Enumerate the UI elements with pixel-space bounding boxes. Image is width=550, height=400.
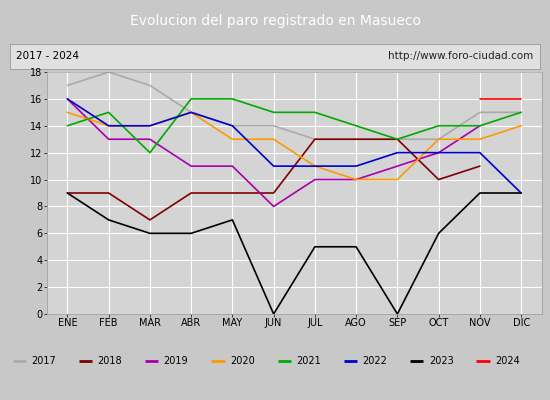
Text: Evolucion del paro registrado en Masueco: Evolucion del paro registrado en Masueco	[129, 14, 421, 28]
Text: 2019: 2019	[164, 356, 188, 366]
Text: 2020: 2020	[230, 356, 255, 366]
Text: 2022: 2022	[362, 356, 387, 366]
Text: http://www.foro-ciudad.com: http://www.foro-ciudad.com	[388, 52, 534, 62]
Text: 2023: 2023	[429, 356, 454, 366]
Text: 2021: 2021	[296, 356, 321, 366]
Text: 2018: 2018	[97, 356, 122, 366]
Text: 2024: 2024	[495, 356, 520, 366]
Text: 2017: 2017	[31, 356, 56, 366]
Text: 2017 - 2024: 2017 - 2024	[16, 52, 79, 62]
